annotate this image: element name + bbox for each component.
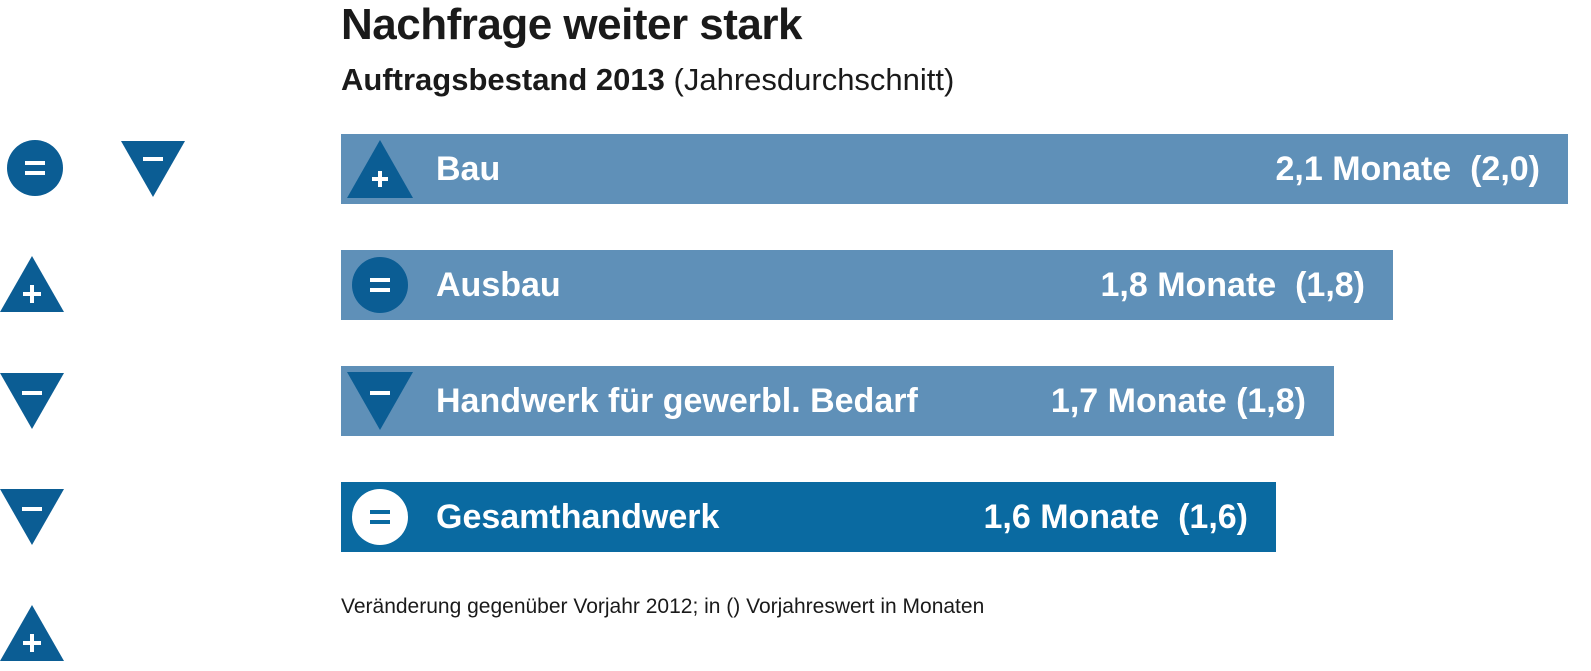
equal-circle-icon [352,257,408,313]
bar-ausbau: Ausbau 1,8 Monate (1,8) [341,250,1393,320]
subtitle-note: (Jahresdurchschnitt) [673,62,955,97]
bar-value-label: 1,7 Monate (1,8) [1050,382,1306,420]
bar-handwerk-gewerbl-bedarf: Handwerk für gewerbl. Bedarf 1,7 Monate … [341,366,1334,436]
plus-triangle-up-icon [0,605,64,661]
bar-gesamthandwerk: Gesamthandwerk 1,6 Monate (1,6) [341,482,1276,552]
minus-triangle-down-icon [0,373,64,429]
bar-bau: Bau 2,1 Monate (2,0) [341,134,1568,204]
plus-triangle-up-icon [347,140,413,198]
chart-subtitle: Auftragsbestand 2013 (Jahresdurchschnitt… [341,62,954,98]
equal-circle-icon [352,489,408,545]
footnote: Veränderung gegenüber Vorjahr 2012; in (… [341,595,985,618]
minus-triangle-down-icon [0,489,64,545]
minus-triangle-down-icon [121,141,185,197]
plus-triangle-up-icon [0,256,64,312]
bar-value-label: 2,1 Monate (2,0) [1275,150,1540,188]
subtitle-main: Auftragsbestand 2013 [341,62,665,97]
bar-label: Gesamthandwerk [436,498,720,536]
minus-triangle-down-icon [347,372,413,430]
bar-label: Handwerk für gewerbl. Bedarf [436,382,918,420]
bar-value-label: 1,6 Monate (1,6) [983,498,1248,536]
bar-label: Bau [436,150,501,188]
bar-value-label: 1,8 Monate (1,8) [1100,266,1365,304]
equal-circle-icon [7,140,63,196]
bar-label: Ausbau [436,266,561,304]
chart-title: Nachfrage weiter stark [341,0,803,49]
